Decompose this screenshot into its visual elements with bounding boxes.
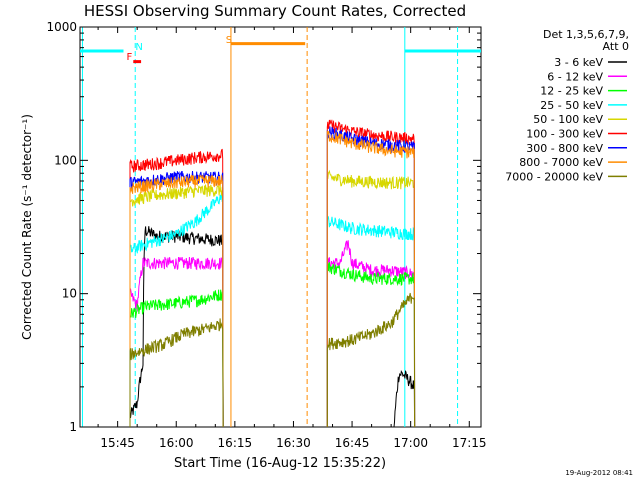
series-line-5-seg-1 <box>326 119 416 428</box>
series-lines <box>129 119 416 428</box>
series-line-6-seg-1 <box>326 126 416 428</box>
y-tick-label-3: 1000 <box>46 20 77 34</box>
legend-label-2: 12 - 25 keV <box>540 85 603 98</box>
x-tick-label-3: 16:30 <box>276 436 311 450</box>
x-axis: 15:45 16:00 16:15 16:30 16:45 17:00 17:15 <box>97 27 487 450</box>
series-line-2-seg-0 <box>129 289 224 428</box>
x-axis-label: Start Time (16-Aug-12 15:35:22) <box>174 456 386 471</box>
x-tick-label-1: 16:00 <box>159 436 194 450</box>
x-tick-label-6: 17:15 <box>452 436 487 450</box>
series-line-1-seg-0 <box>129 256 224 428</box>
series-line-1-seg-1 <box>326 240 416 428</box>
series-line-3-seg-1 <box>326 215 416 428</box>
night-bars <box>80 42 481 64</box>
annotations: FN S <box>126 35 232 63</box>
timestamp: 19-Aug-2012 08:41 <box>565 469 633 477</box>
series-line-5-seg-0 <box>129 148 224 428</box>
y-tick-label-1: 10 <box>62 287 77 301</box>
x-tick-label-2: 16:15 <box>218 436 253 450</box>
annotation-N: N <box>135 42 142 53</box>
y-axis-label: Corrected Count Rate (s⁻¹ detector⁻¹) <box>20 114 34 340</box>
legend-label-4: 50 - 100 keV <box>533 113 603 126</box>
series-line-8-seg-0 <box>129 318 224 428</box>
x-tick-label-4: 16:45 <box>335 436 370 450</box>
chart-title: HESSI Observing Summary Count Rates, Cor… <box>84 2 466 20</box>
series-line-7-seg-1 <box>326 130 416 428</box>
series-line-4-seg-0 <box>129 184 224 428</box>
plot-frame <box>79 26 482 428</box>
annotation-F: F <box>126 52 132 63</box>
series-line-4-seg-1 <box>326 169 416 428</box>
series-line-3-seg-0 <box>129 191 224 428</box>
y-tick-label-0: 1 <box>69 420 77 434</box>
legend-header-0: Det 1,3,5,6,7,9, <box>543 28 629 41</box>
legend-label-1: 6 - 12 keV <box>547 70 603 83</box>
legend-label-6: 300 - 800 keV <box>526 142 603 155</box>
legend-label-0: 3 - 6 keV <box>554 56 603 69</box>
legend-label-3: 25 - 50 keV <box>540 99 603 112</box>
y-tick-label-2: 100 <box>54 153 77 167</box>
legend-label-5: 100 - 300 keV <box>526 128 603 141</box>
legend-label-8: 7000 - 20000 keV <box>505 170 603 183</box>
series-line-7-seg-0 <box>129 174 224 428</box>
y-axis: 1 10 100 1000 <box>46 20 481 434</box>
annotation-S: S <box>226 35 232 46</box>
series-line-0-seg-1 <box>327 370 416 428</box>
series-line-8-seg-1 <box>326 292 416 428</box>
x-tick-label-0: 15:45 <box>100 436 135 450</box>
x-tick-label-5: 17:00 <box>393 436 428 450</box>
orbit-markers <box>81 27 459 427</box>
series-line-0-seg-0 <box>129 226 224 428</box>
legend-label-7: 800 - 7000 keV <box>519 156 603 169</box>
series-line-2-seg-1 <box>326 262 416 428</box>
legend-header-1: Att 0 <box>603 40 629 53</box>
